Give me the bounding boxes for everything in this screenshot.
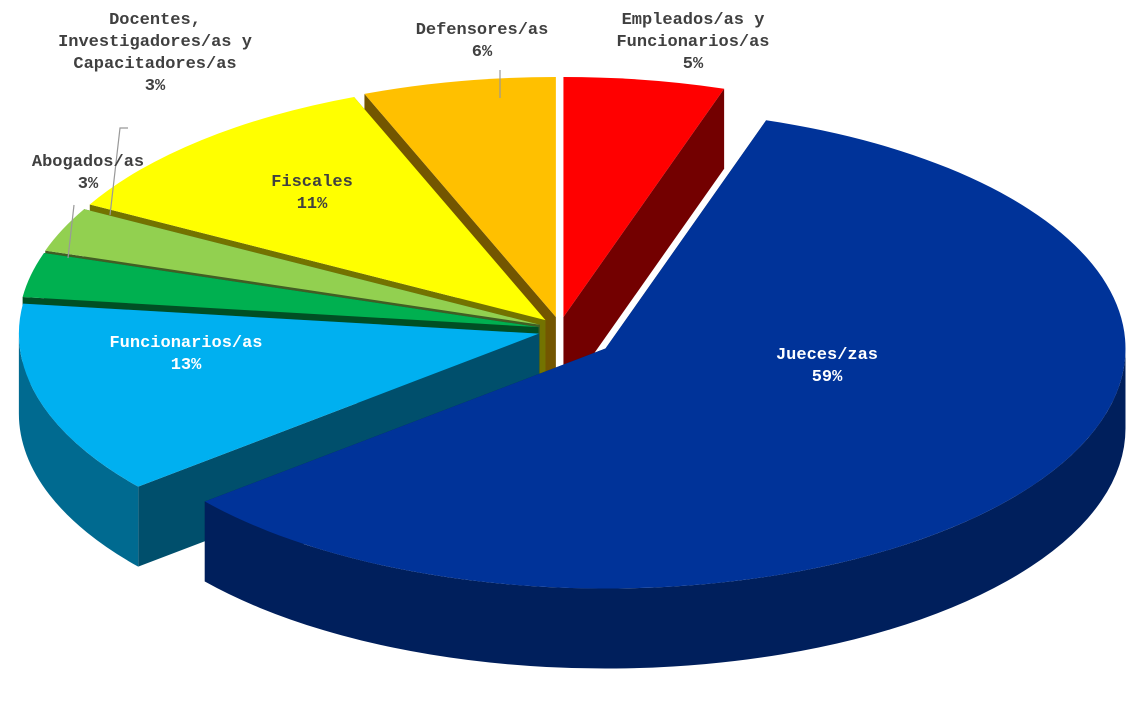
slice xyxy=(204,120,1126,589)
slice xyxy=(563,76,725,317)
label-value: 59% xyxy=(811,368,843,387)
label-name: Defensores/as xyxy=(415,21,549,40)
label-name: Empleados/as y Funcionarios/as xyxy=(616,11,770,52)
leader-line xyxy=(67,204,75,259)
data-label: Fiscales 11% xyxy=(237,172,387,216)
data-label: Funcionarios/as 13% xyxy=(76,333,296,377)
label-value: 13% xyxy=(170,356,202,375)
label-name: Funcionarios/as xyxy=(109,334,263,353)
label-value: 11% xyxy=(296,195,328,214)
slice-side xyxy=(563,88,725,397)
label-name: Docentes, Investigadores/as y Capacitado… xyxy=(58,11,252,74)
label-value: 3% xyxy=(77,175,99,194)
slice xyxy=(22,252,539,328)
label-value: 6% xyxy=(471,43,493,62)
slice-side xyxy=(204,348,1126,669)
leader-lines xyxy=(67,70,501,259)
data-label: Empleados/as y Funcionarios/as 5% xyxy=(573,10,813,76)
label-value: 5% xyxy=(682,55,704,74)
data-label: Abogados/as 3% xyxy=(3,152,173,196)
slice xyxy=(364,77,556,318)
slice xyxy=(89,96,546,321)
data-label: Docentes, Investigadores/as y Capacitado… xyxy=(30,10,280,98)
slice-side xyxy=(18,333,139,567)
data-label: Jueces/zas 59% xyxy=(727,345,927,389)
leader-line xyxy=(109,127,128,216)
data-label: Defensores/as 6% xyxy=(392,20,572,64)
slice xyxy=(18,303,539,487)
slice xyxy=(45,209,540,325)
label-name: Jueces/zas xyxy=(775,346,879,365)
label-name: Fiscales xyxy=(271,173,353,192)
tops xyxy=(18,76,1126,589)
label-name: Abogados/as xyxy=(31,153,145,172)
label-value: 3% xyxy=(144,77,166,96)
